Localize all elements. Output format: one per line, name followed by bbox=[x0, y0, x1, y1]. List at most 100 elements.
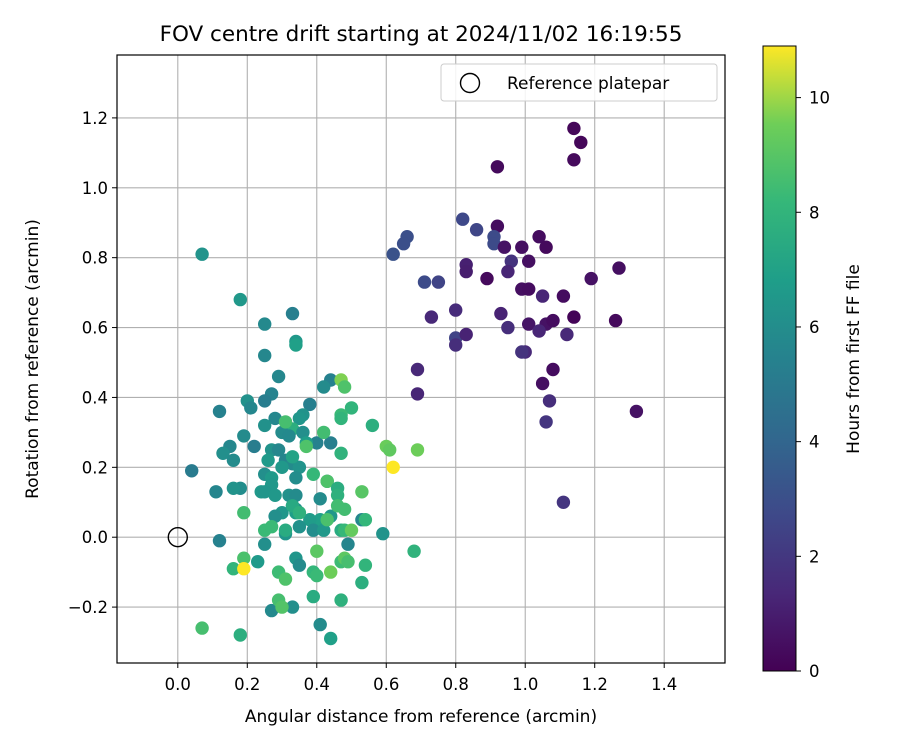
colorbar-ticks: 0 2 4 6 8 10 bbox=[796, 89, 830, 681]
colorbar-tick-label: 4 bbox=[809, 433, 820, 452]
scatter-point bbox=[365, 418, 380, 433]
scatter-point bbox=[459, 327, 473, 342]
scatter-point bbox=[490, 160, 505, 174]
scatter-point bbox=[330, 488, 345, 502]
scatter-point bbox=[459, 264, 473, 279]
scatter-point bbox=[278, 415, 293, 429]
scatter-point bbox=[344, 401, 359, 415]
scatter-point bbox=[258, 418, 272, 433]
scatter-point bbox=[264, 603, 279, 618]
scatter-point bbox=[567, 153, 581, 167]
y-tick-label: −0.2 bbox=[68, 598, 108, 617]
scatter-point bbox=[532, 230, 546, 244]
scatter-point bbox=[358, 513, 373, 527]
scatter-point bbox=[522, 254, 536, 268]
y-tick-label: 0.0 bbox=[82, 528, 108, 547]
scatter-point bbox=[285, 306, 300, 321]
colorbar-tick-label: 0 bbox=[809, 662, 820, 681]
scatter-point bbox=[237, 506, 251, 520]
scatter-point bbox=[515, 345, 529, 359]
scatter-point bbox=[185, 464, 199, 478]
scatter-point bbox=[313, 492, 327, 506]
colorbar-bar bbox=[762, 45, 797, 672]
scatter-point bbox=[292, 520, 307, 534]
scatter-point bbox=[268, 509, 282, 523]
scatter-point bbox=[376, 527, 390, 541]
scatter-point bbox=[567, 121, 581, 136]
scatter-point bbox=[296, 425, 310, 440]
scatter-point bbox=[310, 568, 324, 583]
scatter-point bbox=[522, 317, 536, 331]
scatter-point bbox=[317, 380, 331, 394]
y-tick-label: 0.2 bbox=[82, 458, 108, 477]
scatter-point bbox=[251, 555, 265, 569]
scatter-point bbox=[247, 439, 261, 454]
scatter-point bbox=[449, 338, 463, 352]
scatter-point bbox=[501, 264, 515, 279]
scatter-point bbox=[264, 520, 279, 534]
scatter-point bbox=[560, 327, 574, 342]
scatter-point bbox=[306, 589, 320, 604]
scatter-point bbox=[546, 313, 560, 328]
scatter-point bbox=[542, 394, 557, 408]
scatter-point bbox=[535, 376, 550, 391]
x-axis-label: Angular distance from reference (arcmin) bbox=[245, 707, 597, 727]
scatter-point bbox=[417, 275, 432, 289]
scatter-point bbox=[268, 411, 282, 426]
y-tick-label: 1.0 bbox=[82, 179, 108, 198]
colorbar-tick-label: 10 bbox=[809, 89, 830, 108]
scatter-point bbox=[497, 240, 512, 254]
scatter-point bbox=[258, 537, 272, 551]
scatter-point bbox=[258, 394, 272, 408]
scatter-point bbox=[237, 562, 251, 576]
scatter-point bbox=[341, 537, 355, 551]
y-tick-label: 0.8 bbox=[82, 249, 108, 268]
colorbar-tick-label: 6 bbox=[809, 318, 820, 337]
reference-platepar-marker bbox=[167, 527, 189, 548]
scatter-point bbox=[410, 362, 425, 377]
x-tick-label: 0.8 bbox=[443, 675, 469, 694]
x-axis-ticks: 0.0 0.2 0.4 0.6 0.8 1.0 1.2 1.4 bbox=[165, 663, 677, 694]
scatter-point bbox=[271, 443, 286, 457]
scatter-point bbox=[244, 401, 258, 415]
scatter-point bbox=[515, 240, 529, 254]
scatter-point bbox=[629, 404, 644, 419]
scatter-point bbox=[494, 306, 508, 321]
scatter-point bbox=[522, 282, 536, 296]
scatter-point bbox=[490, 219, 505, 233]
scatter-point bbox=[289, 488, 303, 502]
scatter-point bbox=[334, 411, 348, 426]
scatter-point bbox=[212, 404, 227, 419]
plot-frame bbox=[116, 54, 726, 664]
scatter-point bbox=[306, 467, 320, 481]
scatter-point bbox=[216, 446, 230, 460]
y-axis-ticks: −0.2 0.0 0.2 0.4 0.6 0.8 1.0 1.2 bbox=[68, 109, 117, 617]
grid-layer bbox=[117, 55, 725, 663]
scatter-point bbox=[396, 237, 411, 251]
scatter-point bbox=[355, 575, 369, 590]
scatter-point bbox=[195, 621, 209, 635]
y-tick-label: 1.2 bbox=[82, 109, 108, 128]
scatter-point bbox=[456, 212, 470, 226]
colorbar: 0 2 4 6 8 10 Hours from first FF file bbox=[762, 45, 864, 681]
scatter-point bbox=[556, 495, 571, 509]
scatter-point bbox=[410, 387, 425, 401]
scatter-point bbox=[282, 429, 296, 443]
scatter-point bbox=[535, 289, 550, 303]
reference-marker-layer bbox=[167, 527, 189, 548]
scatter-point bbox=[324, 631, 338, 646]
scatter-point bbox=[337, 380, 352, 394]
scatter-point bbox=[226, 562, 241, 576]
scatter-point bbox=[303, 397, 317, 412]
scatter-point bbox=[504, 254, 518, 268]
scatter-point bbox=[337, 502, 352, 516]
scatter-point bbox=[258, 348, 272, 363]
y-axis-label: Rotation from reference (arcmin) bbox=[23, 219, 43, 499]
scatter-point bbox=[556, 289, 571, 303]
points-layer bbox=[185, 121, 644, 646]
scatter-point bbox=[268, 488, 282, 502]
scatter-point bbox=[237, 429, 251, 443]
colorbar-tick-label: 2 bbox=[809, 547, 820, 566]
scatter-point bbox=[407, 544, 421, 558]
